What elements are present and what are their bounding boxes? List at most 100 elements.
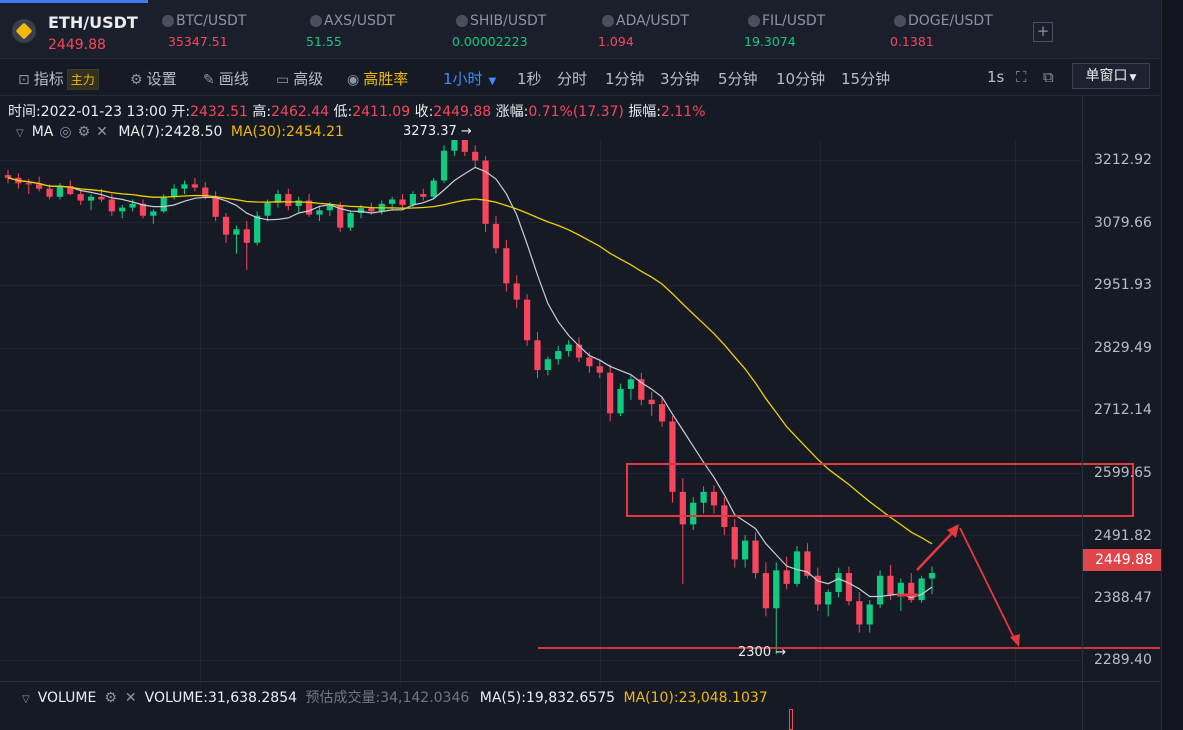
candle-body: [804, 551, 811, 576]
candle-body: [451, 140, 458, 151]
candle-body: [337, 205, 344, 228]
candle-body: [264, 202, 271, 216]
main-tag: 主力: [66, 69, 99, 90]
add-ticker-button[interactable]: +: [1033, 22, 1053, 42]
settings-label: 设置: [146, 70, 177, 88]
ticker-price: 1.094: [598, 34, 634, 49]
price-tick: 3079.66: [1094, 215, 1152, 231]
candle-body: [544, 359, 551, 371]
candle-body: [87, 196, 95, 201]
advanced-button[interactable]: ▭ 高级: [276, 68, 323, 89]
close-label: 收:: [414, 104, 434, 120]
volume-ma5: MA(5):19,832.6575: [479, 690, 616, 706]
candle-body: [25, 183, 32, 185]
win-rate-button[interactable]: ◉ 高胜率: [347, 68, 408, 89]
popout-icon[interactable]: ⧉: [1043, 68, 1054, 86]
fullscreen-icon[interactable]: ⛶: [1016, 68, 1027, 86]
candle-body: [46, 188, 53, 197]
ticker-symbol: FIL/USDT: [762, 13, 826, 29]
candle-body: [710, 491, 718, 506]
close-icon[interactable]: ✕: [96, 124, 108, 140]
candle-body: [202, 187, 209, 197]
candle-body: [409, 194, 417, 205]
candle-body: [627, 379, 635, 389]
amplitude-label: 振幅:: [628, 104, 662, 120]
ma7-value: MA(7):2428.50: [118, 124, 223, 140]
up-arrow-line[interactable]: [916, 529, 956, 571]
ohlc-info: 时间:2022-01-23 13:00 开:2432.51 高:2462.44 …: [8, 101, 706, 121]
amplitude-value: 2.11%: [661, 104, 706, 120]
candle-body: [814, 575, 821, 605]
ticker-tab-fil[interactable]: FIL/USDT 19.3074: [744, 0, 884, 58]
candle-body: [617, 388, 624, 414]
candle-body: [658, 404, 666, 422]
candle-body: [420, 194, 427, 197]
close-icon[interactable]: ✕: [124, 690, 137, 706]
indicator-icon: ⊡: [18, 72, 30, 88]
candlestick-chart[interactable]: [0, 140, 1160, 685]
candle-body: [648, 399, 655, 405]
window-mode-select[interactable]: 单窗口 ▼: [1072, 63, 1150, 89]
ticker-tab-active[interactable]: ETH/USDT 2449.88: [0, 0, 148, 61]
volume-ma10: MA(10):23,048.1037: [623, 690, 768, 706]
ticker-tab-ada[interactable]: ADA/USDT 1.094: [598, 0, 738, 58]
pane-divider: [0, 681, 1160, 682]
candle-body: [274, 194, 282, 203]
candle-body: [565, 344, 572, 352]
resistance-box[interactable]: [626, 463, 1134, 517]
candle-body: [897, 582, 904, 595]
pen-icon: ✎: [203, 72, 215, 88]
interval-10m[interactable]: 10分钟: [776, 70, 826, 88]
candle-body: [575, 344, 583, 358]
candles: [4, 140, 936, 655]
change-value: 0.71%(17.37): [528, 104, 624, 120]
candle-body: [607, 372, 614, 414]
interval-5m[interactable]: 5分钟: [718, 70, 758, 88]
layout-icon: ▭: [276, 72, 290, 88]
volume-name: VOLUME: [37, 690, 97, 706]
gear-icon[interactable]: ⚙: [104, 690, 117, 706]
ticker-tab-doge[interactable]: DOGE/USDT 0.1381: [890, 0, 1030, 58]
candle-body: [482, 160, 489, 224]
candle-body: [212, 196, 219, 217]
high-annotation: 3273.37 →: [403, 124, 472, 139]
time-value: 2022-01-23 13:00: [40, 104, 167, 120]
candle-body: [492, 223, 500, 249]
candle-body: [36, 184, 43, 189]
candle-body: [596, 366, 603, 373]
price-tick: 2712.14: [1094, 402, 1152, 418]
settings-button[interactable]: ⚙ 设置: [130, 68, 177, 89]
candle-body: [316, 210, 323, 215]
collapse-icon[interactable]: ▽: [16, 128, 24, 139]
interval-1s[interactable]: 1秒: [517, 70, 542, 88]
ticker-tab-shib[interactable]: SHIB/USDT 0.00002223: [452, 0, 592, 58]
gear-icon[interactable]: ⚙: [77, 124, 91, 140]
win-rate-label: 高胜率: [363, 70, 409, 88]
collapse-icon[interactable]: ▽: [22, 694, 30, 705]
candle-body: [752, 540, 759, 574]
interval-15m[interactable]: 15分钟: [841, 70, 891, 88]
draw-button[interactable]: ✎ 画线: [203, 68, 249, 89]
up-arrow-head: [947, 524, 959, 538]
eye-icon[interactable]: ◎: [59, 124, 72, 140]
ticker-tab-axs[interactable]: AXS/USDT 51.55: [306, 0, 446, 58]
candle-body: [523, 299, 531, 341]
ticker-tab-btc[interactable]: BTC/USDT 35347.51: [158, 0, 298, 58]
down-arrow-line[interactable]: [959, 527, 1017, 643]
interval-timeshare[interactable]: 分时: [557, 70, 588, 88]
interval-1s-right[interactable]: 1s: [987, 68, 1005, 86]
eth-coin-icon: [12, 19, 36, 43]
interval-1m[interactable]: 1分钟: [605, 70, 645, 88]
ticker-symbol: BTC/USDT: [176, 13, 247, 29]
ada-coin-icon: [602, 15, 614, 27]
low-value: 2411.09: [352, 104, 411, 120]
price-tick: 2829.49: [1094, 340, 1152, 356]
axs-coin-icon: [310, 15, 322, 27]
candle-body: [762, 573, 770, 609]
down-arrow-head: [1010, 634, 1020, 647]
interval-3m[interactable]: 3分钟: [660, 70, 700, 88]
interval-dropdown[interactable]: 1小时 ▼: [443, 68, 496, 89]
indicators-button[interactable]: ⊡ 指标 主力: [18, 68, 99, 90]
right-scrollbar[interactable]: [1161, 0, 1183, 730]
chart-toolbar: ⊡ 指标 主力 ⚙ 设置 ✎ 画线 ▭ 高级 ◉ 高胜率 1小时 ▼ 1秒 分时 1分钟 3分…: [0, 59, 1160, 96]
